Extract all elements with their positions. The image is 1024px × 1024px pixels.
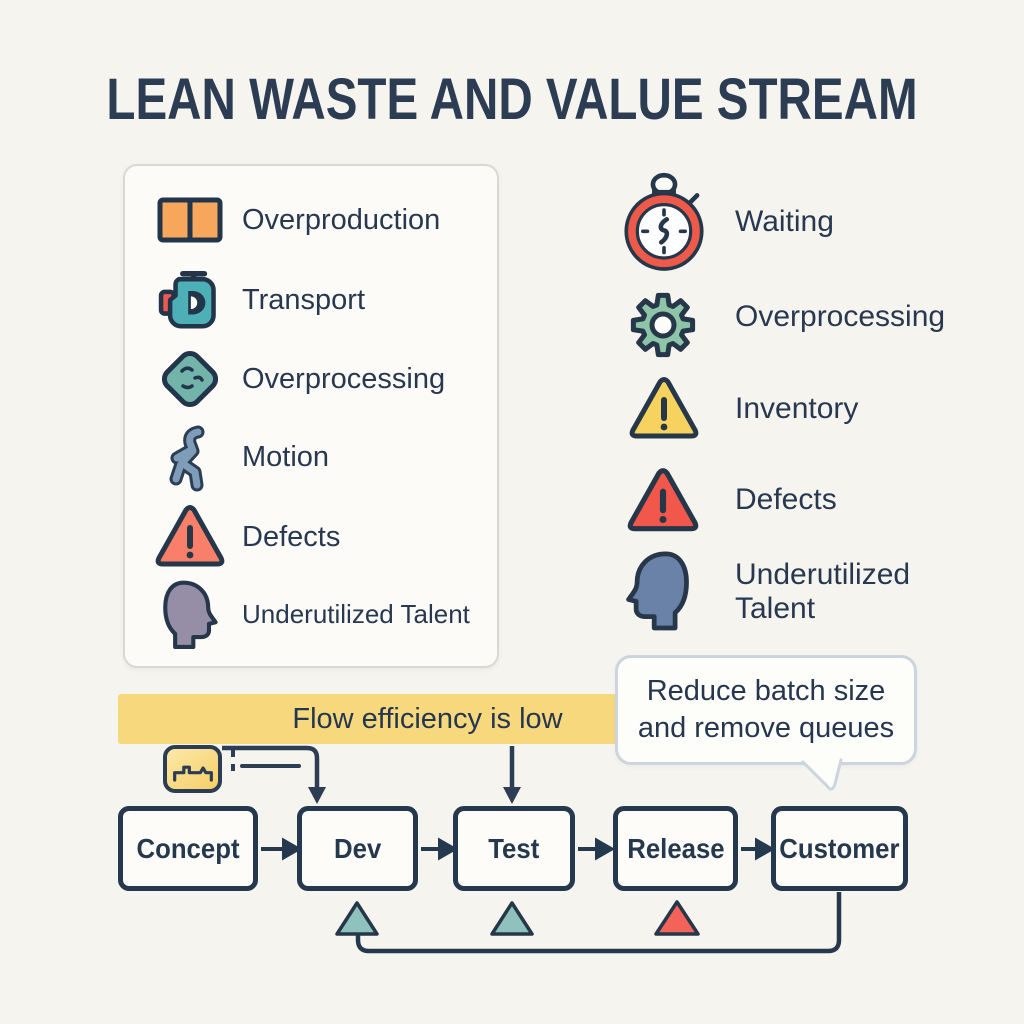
warning-triangle-red-icon	[624, 464, 702, 538]
feedback-loop-line	[355, 892, 842, 954]
list-item-label: Waiting	[735, 205, 834, 238]
list-item: Motion	[125, 417, 497, 497]
triangle-under-test	[490, 901, 534, 936]
list-item: Overproduction	[125, 180, 497, 260]
stage-dev: Dev	[297, 806, 418, 891]
stage-label: Test	[488, 832, 540, 864]
arrowhead-dev	[308, 787, 326, 804]
stage-release: Release	[613, 806, 738, 891]
stage-concept: Concept	[118, 806, 258, 891]
callout-bubble: Reduce batch size and remove queues	[615, 655, 917, 791]
flow-efficiency-banner: Flow efficiency is low	[118, 694, 617, 744]
list-item-label: Underutilized Talent	[735, 558, 911, 625]
list-item-label: Defects	[735, 483, 837, 516]
overprocessing-diamond-icon	[152, 341, 228, 417]
underutilized-talent-head-icon	[620, 548, 696, 632]
list-item-label: Transport	[242, 283, 366, 316]
stage-label: Release	[626, 832, 725, 864]
warning-triangle-yellow-icon	[626, 374, 702, 444]
list-item-label: Inventory	[735, 392, 859, 425]
callout-tail	[801, 758, 843, 791]
motion-walking-icon	[152, 419, 228, 495]
stage-label: Concept	[136, 832, 240, 864]
stage-customer: Customer	[771, 806, 908, 891]
list-item: Transport	[125, 260, 497, 340]
defects-warning-icon	[152, 502, 228, 572]
arrowhead-test	[503, 787, 521, 804]
banner-label: Flow efficiency is low	[292, 702, 563, 735]
waste-panel: Overproduction Transport Overprocessing	[123, 164, 499, 668]
list-item: Overprocessing	[125, 339, 497, 419]
list-item-label: Overprocessing	[242, 362, 446, 395]
stopwatch-icon	[618, 172, 710, 274]
list-item: Defects	[125, 497, 497, 577]
transport-truck-icon	[152, 264, 228, 336]
arrow-to-dev	[222, 745, 320, 788]
triangle-under-release	[654, 900, 700, 936]
gear-icon	[627, 289, 699, 361]
underutilized-talent-head-icon	[152, 577, 228, 651]
queue-icon	[163, 745, 222, 793]
stage-test: Test	[453, 806, 575, 891]
stage-label: Customer	[779, 832, 900, 864]
overproduction-boxes-icon	[152, 192, 228, 248]
callout-label: Reduce batch size and remove queues	[637, 675, 895, 744]
list-item-label: Underutilized Talent	[242, 598, 470, 629]
list-item-label: Defects	[242, 520, 341, 553]
list-item: Underutilized Talent	[125, 574, 497, 654]
list-item-label: Overprocessing	[735, 300, 946, 333]
list-item-label: Motion	[242, 440, 330, 473]
page-title: LEAN WASTE AND VALUE STREAM	[106, 67, 918, 132]
list-item-label: Overproduction	[242, 203, 441, 236]
triangle-under-dev	[335, 901, 379, 936]
stage-label: Dev	[333, 832, 382, 864]
